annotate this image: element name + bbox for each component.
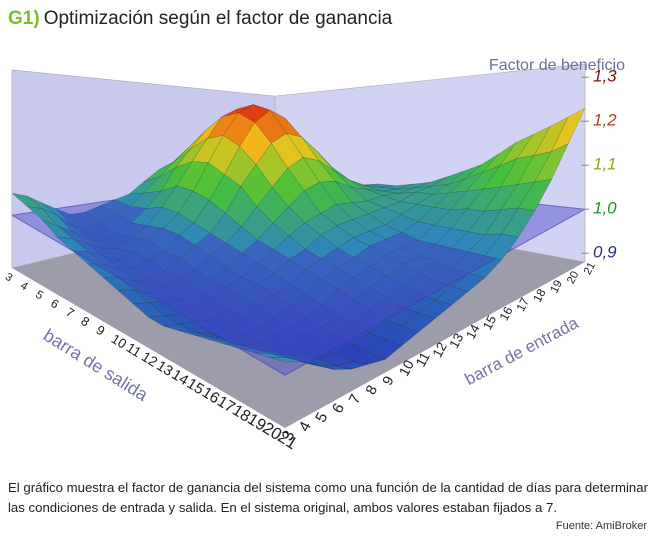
source: Fuente: AmiBroker: [555, 520, 647, 532]
header: G1) Optimización según el factor de ganan…: [8, 8, 392, 30]
y-tick-label: 8: [363, 383, 381, 398]
y-tick-label: 13: [446, 331, 466, 351]
x-tick-label: 8: [78, 314, 91, 330]
y-tick-label: 4: [296, 419, 315, 435]
surface-cell: [269, 357, 302, 363]
y-tick-label: 10: [395, 357, 417, 378]
y-tick-label: 21: [582, 260, 598, 276]
y-tick-label: 5: [312, 410, 331, 426]
surface-cell: [56, 237, 89, 252]
x-tick-label: 13: [154, 358, 176, 380]
y-tick-label: 7: [347, 392, 365, 407]
z-tick-label: 1,1: [593, 155, 617, 174]
surface-cell: [41, 202, 72, 225]
x-tick-label: 14: [169, 367, 191, 389]
surface-cell: [484, 233, 519, 260]
x-tick-label: 17: [214, 393, 238, 417]
x-tick-label: 16: [199, 384, 222, 407]
y-tick-label: 19: [548, 278, 565, 295]
x-tick-label: 3: [3, 271, 15, 284]
y-tick-label: 9: [380, 374, 398, 389]
x-tick-label: 9: [94, 322, 108, 339]
x-tick-label: 4: [18, 280, 30, 294]
x-tick-label: 18: [229, 402, 253, 426]
surface-cell: [534, 143, 569, 183]
y-tick-label: 16: [497, 304, 516, 323]
x-tick-label: 6: [48, 296, 61, 312]
z-tick-label: 1,3: [593, 67, 617, 86]
x-tick-label: 11: [124, 340, 144, 360]
x-tick-label: 12: [139, 348, 161, 370]
x-tick-label: 7: [63, 305, 76, 321]
y-tick-label: 6: [329, 401, 348, 416]
surface-cell: [501, 207, 536, 238]
x-tick-label: 10: [109, 331, 130, 352]
z-tick-label: 1,2: [593, 111, 617, 130]
y-tick-label: 11: [413, 350, 433, 370]
caption: El gráfico muestra el factor de ganancia…: [8, 480, 648, 515]
z-tick-label: 1,0: [593, 199, 617, 218]
z-tick-label: 0,9: [593, 243, 617, 262]
chart-title: Optimización según el factor de ganancia: [43, 8, 393, 29]
y-tick-label: 14: [463, 322, 483, 342]
surface-cell: [41, 208, 73, 232]
y-tick-label: 20: [565, 269, 581, 286]
y-axis-label: barra de entrada: [462, 313, 582, 389]
x-tick-label: 15: [184, 375, 207, 398]
y-tick-label: 12: [430, 340, 450, 360]
y-tick-label: 15: [480, 313, 499, 332]
x-tick-label: 5: [33, 288, 45, 302]
z-axis-label: Factor de beneficio: [489, 57, 625, 74]
surface-cell: [337, 237, 371, 258]
figure-label: G1): [8, 8, 40, 29]
y-tick-label: 18: [530, 286, 549, 305]
y-tick-label: 17: [513, 295, 532, 314]
